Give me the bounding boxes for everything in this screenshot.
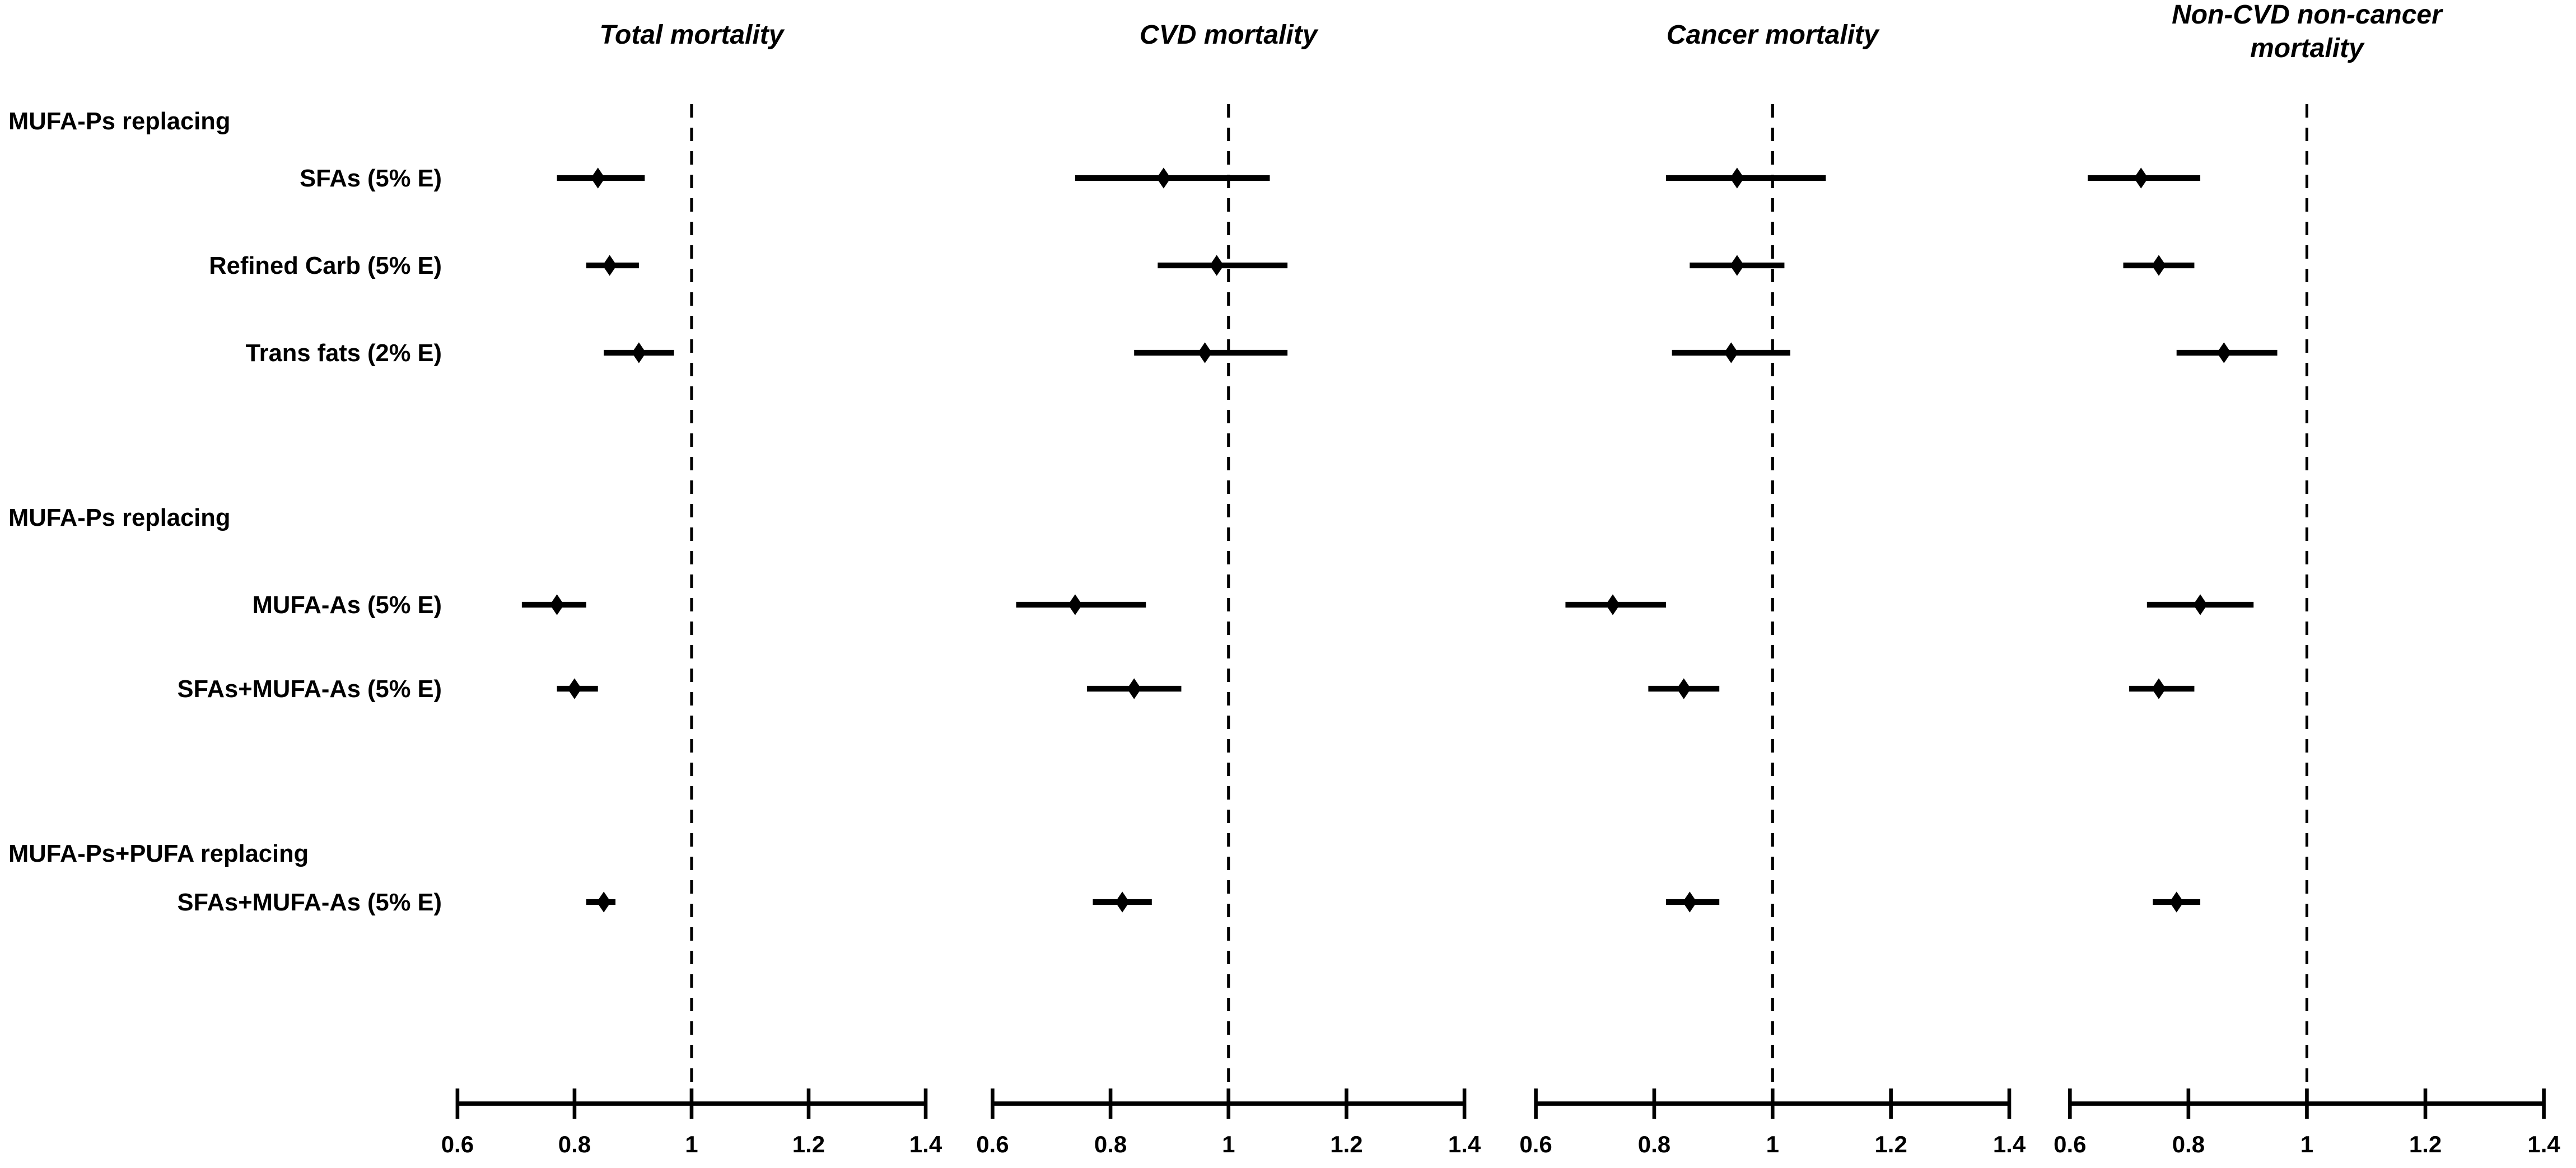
axis-tick-label: 0.6 — [441, 1131, 474, 1157]
axis-tick-label: 0.8 — [1094, 1131, 1127, 1157]
axis-tick-label: 0.8 — [558, 1131, 591, 1157]
point-estimate-marker — [1198, 342, 1212, 363]
row-label-group: MUFA-Ps replacing — [8, 504, 230, 531]
panel-title: Non-CVD non-cancer — [2172, 0, 2443, 30]
point-estimate-marker — [1127, 678, 1141, 699]
point-estimate-marker — [1724, 342, 1738, 363]
axis-tick-label: 1 — [1766, 1131, 1779, 1157]
point-estimate-marker — [567, 678, 582, 699]
point-estimate-marker — [2216, 342, 2231, 363]
point-estimate-marker — [1115, 891, 1130, 913]
row-label-item: SFAs+MUFA-As (5% E) — [177, 676, 442, 703]
row-label-item: SFAs (5% E) — [300, 165, 442, 192]
axis-tick-label: 1.2 — [792, 1131, 825, 1157]
axis-tick-label: 1.4 — [909, 1131, 942, 1157]
point-estimate-marker — [632, 342, 646, 363]
point-estimate-marker — [1677, 678, 1691, 699]
panel-title: Cancer mortality — [1667, 20, 1880, 50]
point-estimate-marker — [2193, 594, 2208, 615]
axis-tick-label: 0.8 — [1638, 1131, 1670, 1157]
axis-tick-label: 0.6 — [1519, 1131, 1552, 1157]
panel-title: mortality — [2250, 34, 2365, 63]
point-estimate-marker — [1606, 594, 1620, 615]
axis-tick-label: 1 — [1222, 1131, 1235, 1157]
row-label-item: SFAs+MUFA-As (5% E) — [177, 889, 442, 916]
axis-tick-label: 0.6 — [2054, 1131, 2086, 1157]
axis-tick-label: 1 — [685, 1131, 698, 1157]
panel-title: Total mortality — [599, 20, 785, 50]
panel-title: CVD mortality — [1140, 20, 1319, 50]
axis-tick-label: 1.2 — [2409, 1131, 2442, 1157]
point-estimate-marker — [591, 167, 605, 189]
point-estimate-marker — [1210, 255, 1224, 276]
row-label-item: Trans fats (2% E) — [245, 340, 442, 367]
point-estimate-marker — [1730, 167, 1744, 189]
axis-tick-label: 1.2 — [1874, 1131, 1907, 1157]
row-label-item: MUFA-As (5% E) — [253, 592, 442, 619]
axis-tick-label: 1 — [2300, 1131, 2313, 1157]
point-estimate-marker — [2152, 255, 2166, 276]
point-estimate-marker — [1730, 255, 1744, 276]
point-estimate-marker — [1068, 594, 1082, 615]
point-estimate-marker — [603, 255, 617, 276]
row-label-group: MUFA-Ps replacing — [8, 108, 230, 135]
point-estimate-marker — [1682, 891, 1697, 913]
row-label-group: MUFA-Ps+PUFA replacing — [8, 840, 309, 867]
point-estimate-marker — [549, 594, 564, 615]
point-estimate-marker — [2152, 678, 2166, 699]
row-label-item: Refined Carb (5% E) — [209, 253, 442, 279]
point-estimate-marker — [1156, 167, 1171, 189]
axis-tick-label: 0.6 — [976, 1131, 1009, 1157]
axis-tick-label: 1.4 — [2527, 1131, 2560, 1157]
axis-tick-label: 0.8 — [2172, 1131, 2205, 1157]
axis-tick-label: 1.4 — [1993, 1131, 2026, 1157]
axis-tick-label: 1.2 — [1330, 1131, 1362, 1157]
point-estimate-marker — [2134, 167, 2148, 189]
axis-tick-label: 1.4 — [1448, 1131, 1481, 1157]
point-estimate-marker — [2169, 891, 2184, 913]
point-estimate-marker — [596, 891, 611, 913]
